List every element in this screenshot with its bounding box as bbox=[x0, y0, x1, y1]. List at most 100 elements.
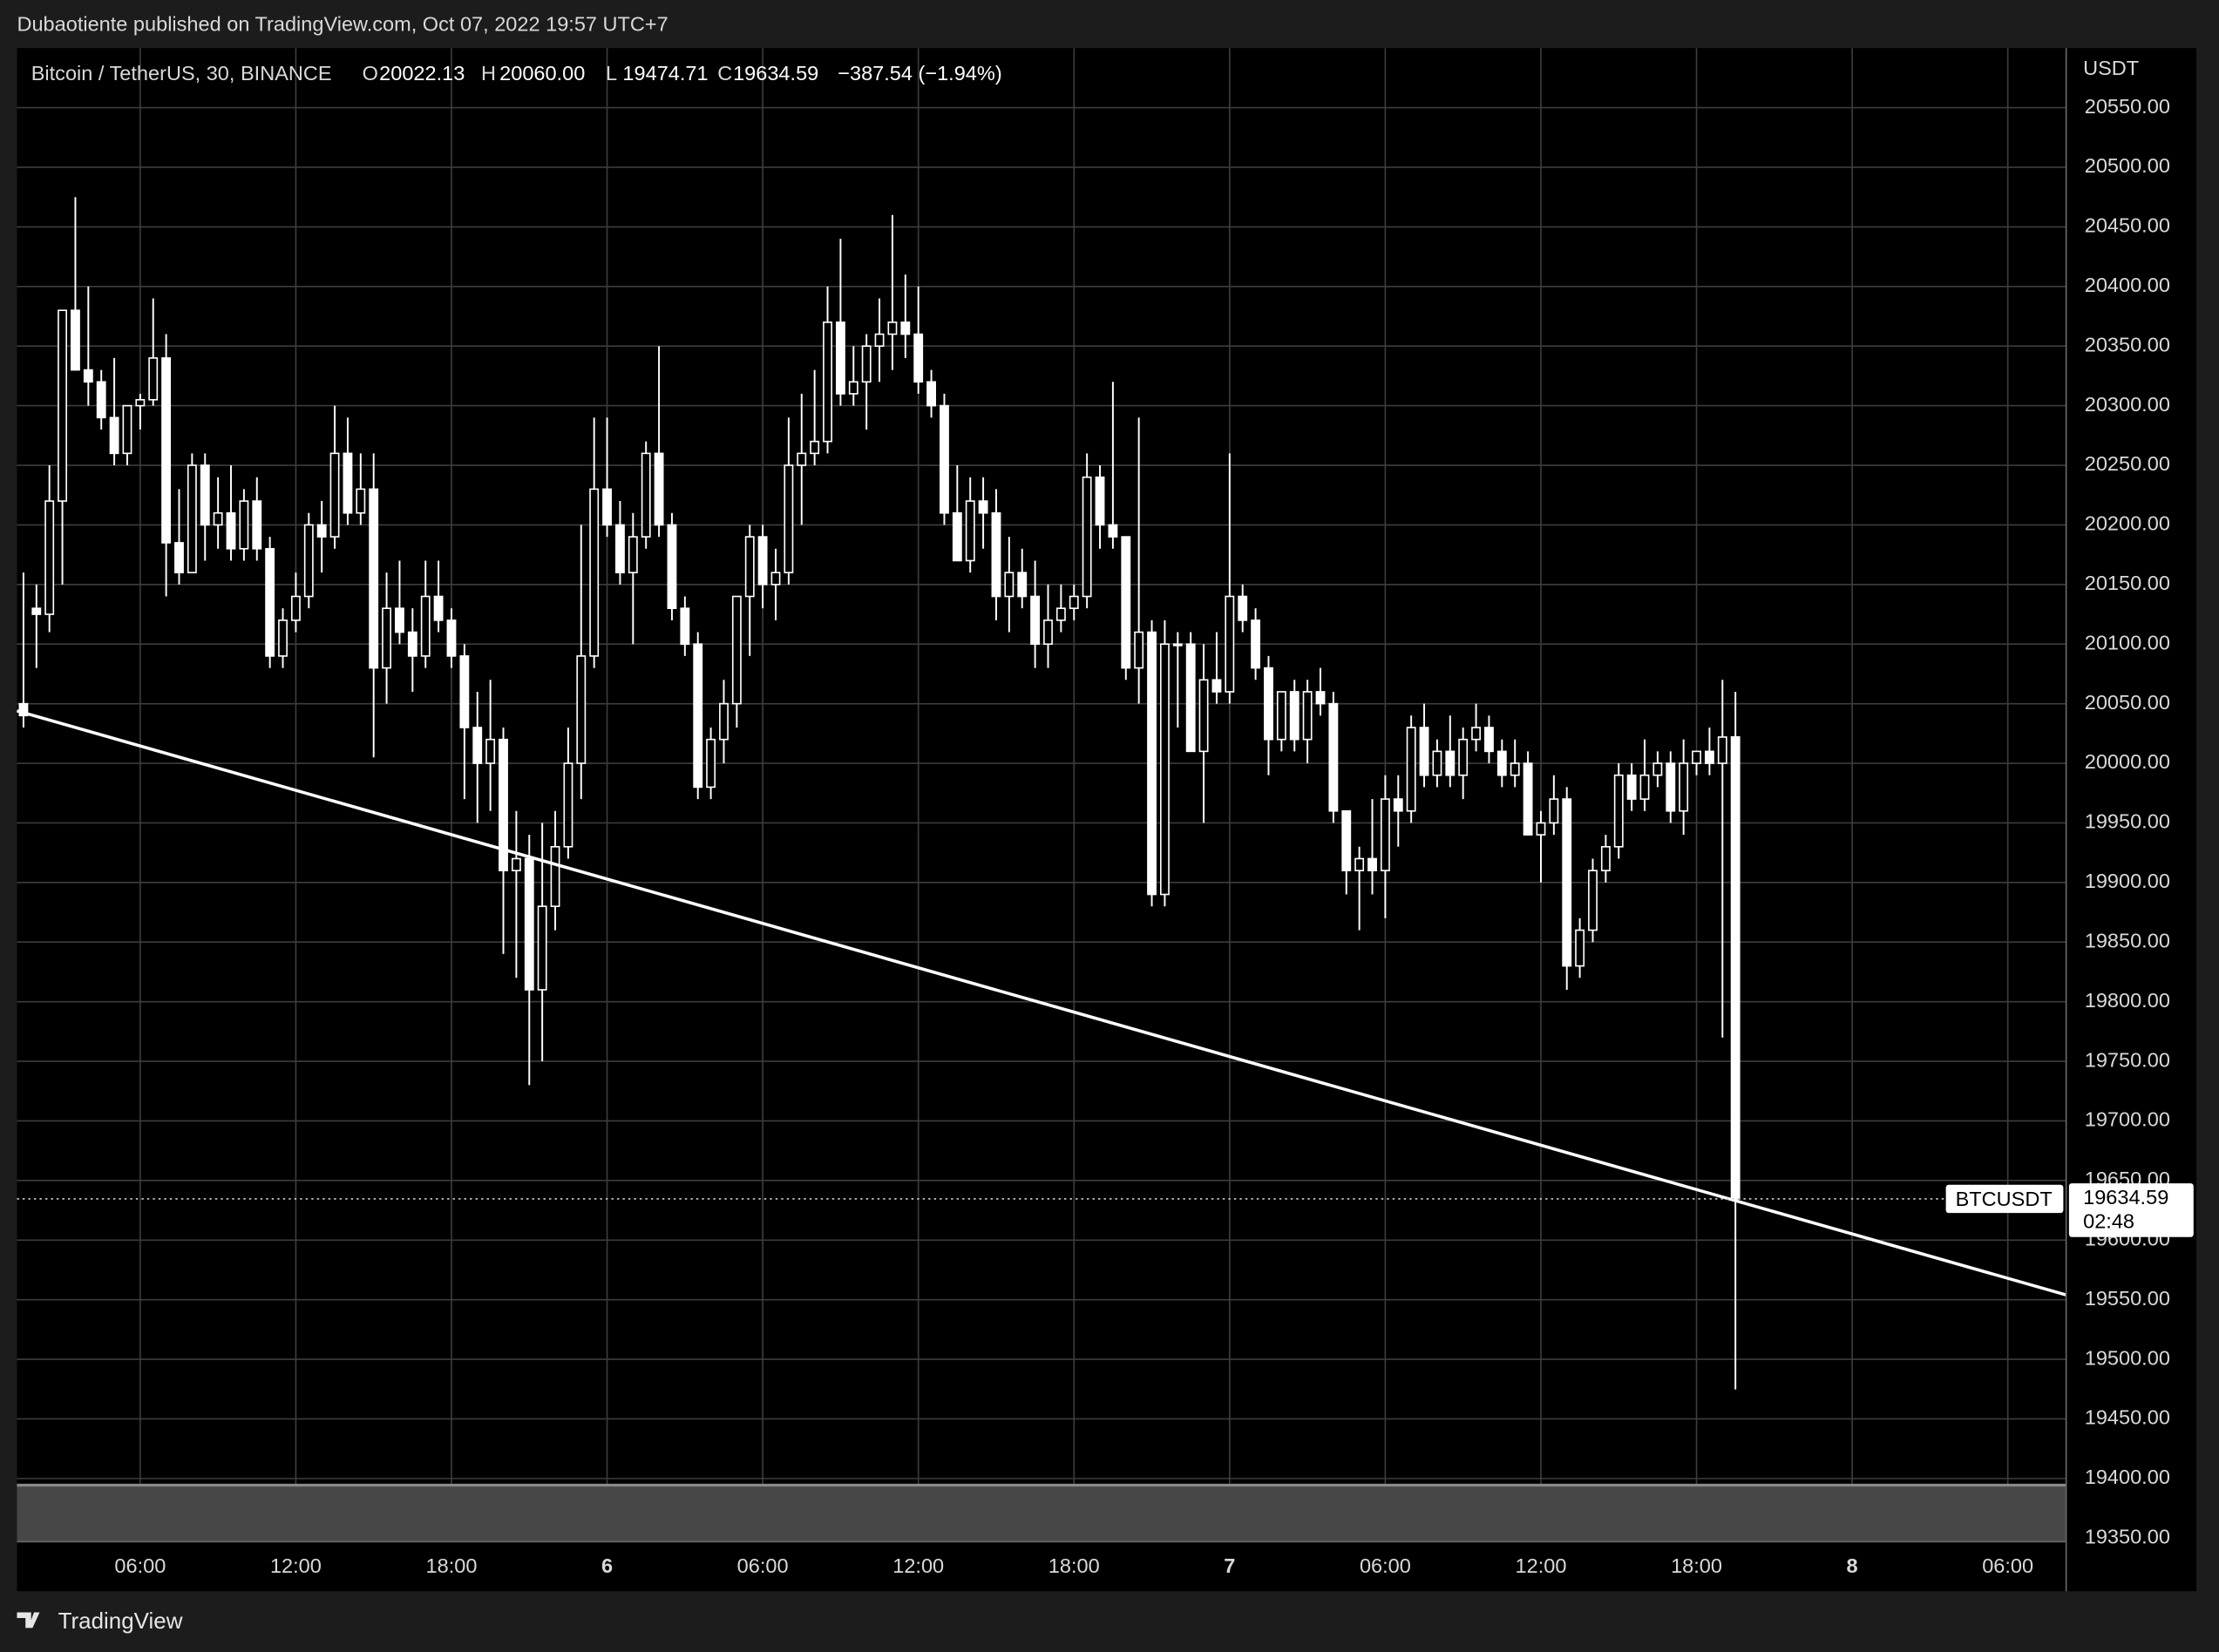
symbol-label: BTCUSDT bbox=[1956, 1188, 2053, 1210]
candle-body bbox=[1147, 631, 1157, 896]
candle-body bbox=[174, 542, 184, 573]
y-tick-label: 20550.00 bbox=[2085, 95, 2170, 118]
candle-body bbox=[770, 572, 781, 586]
candle-body bbox=[1069, 595, 1079, 609]
price-label-box bbox=[2068, 1183, 2194, 1237]
candle-body bbox=[1458, 738, 1469, 776]
candle-body bbox=[1341, 809, 1352, 871]
y-tick-label: 20400.00 bbox=[2085, 274, 2170, 296]
candle-body bbox=[303, 524, 314, 598]
candle-body bbox=[356, 488, 366, 514]
y-tick-label: 19400.00 bbox=[2085, 1466, 2170, 1488]
x-tick-label: 7 bbox=[1224, 1554, 1235, 1577]
candle-body bbox=[1095, 476, 1105, 526]
candle-body bbox=[978, 500, 988, 514]
candle-body bbox=[316, 524, 327, 538]
candle-body bbox=[576, 655, 587, 764]
candle-body bbox=[1484, 727, 1494, 753]
y-tick-label: 19550.00 bbox=[2085, 1287, 2170, 1310]
candle-body bbox=[239, 500, 249, 550]
candle-body bbox=[369, 488, 379, 669]
candle-body bbox=[1160, 643, 1170, 896]
candle-body bbox=[213, 511, 223, 526]
candle-body bbox=[1432, 750, 1442, 776]
candle-body bbox=[784, 464, 794, 573]
candle-body bbox=[952, 511, 962, 562]
candle-body bbox=[1276, 691, 1286, 741]
trend-line bbox=[16, 709, 2067, 1297]
y-tick-label: 19750.00 bbox=[2085, 1048, 2170, 1071]
candle-body bbox=[1704, 750, 1714, 764]
candle-body bbox=[58, 309, 67, 502]
candle-body bbox=[1419, 727, 1429, 776]
candle-body bbox=[96, 381, 106, 419]
candle-body bbox=[706, 738, 716, 789]
legend-value: 19634.59 bbox=[733, 62, 818, 85]
candle-body bbox=[615, 524, 625, 573]
x-tick-label: 06:00 bbox=[114, 1554, 166, 1577]
candle-body bbox=[1445, 750, 1456, 776]
candle-body bbox=[1082, 476, 1092, 598]
candle-body bbox=[122, 404, 132, 455]
candle-body bbox=[1393, 798, 1403, 812]
candle-body bbox=[1692, 750, 1701, 764]
candle-body bbox=[1367, 857, 1377, 871]
legend-key: L bbox=[606, 62, 617, 85]
x-tick-label: 12:00 bbox=[270, 1554, 322, 1577]
overlay: 19350.00 19400.00 19450.00 19500.00 19550.00… bbox=[16, 62, 2194, 1577]
candle-body bbox=[965, 500, 975, 562]
candle-body bbox=[1004, 572, 1014, 598]
candle-body bbox=[1666, 762, 1676, 812]
candle-body bbox=[1289, 691, 1300, 741]
candle-body bbox=[499, 738, 508, 871]
candle-body bbox=[1354, 857, 1365, 871]
grid bbox=[17, 48, 2066, 1542]
y-tick-label: 20250.00 bbox=[2085, 452, 2170, 475]
y-tick-label: 19850.00 bbox=[2085, 929, 2170, 951]
candle-body bbox=[1639, 774, 1650, 800]
legend-value: 19474.71 bbox=[622, 62, 708, 85]
brand-logo bbox=[17, 1612, 40, 1628]
x-tick-label: 06:00 bbox=[737, 1554, 789, 1577]
price-label: 19634.59 bbox=[2083, 1186, 2168, 1209]
x-tick-label: 12:00 bbox=[892, 1554, 944, 1577]
candle-body bbox=[329, 452, 340, 538]
candle-body bbox=[654, 452, 664, 526]
candle-body bbox=[744, 536, 755, 598]
candle-body bbox=[1510, 762, 1520, 776]
plot-area bbox=[17, 48, 2066, 1542]
candle-body bbox=[31, 607, 42, 615]
candle-body bbox=[1523, 762, 1533, 836]
chart-title: Bitcoin / TetherUS, 30, BINANCE bbox=[31, 62, 332, 85]
candle-body bbox=[1496, 750, 1507, 776]
x-tick-label: 18:00 bbox=[426, 1554, 478, 1577]
candle-body bbox=[278, 620, 288, 657]
candle-body bbox=[472, 727, 483, 764]
legend-key: O bbox=[363, 62, 378, 85]
candle-body bbox=[71, 309, 80, 371]
logo-icon bbox=[17, 1612, 40, 1628]
candle-body bbox=[693, 643, 703, 789]
candle-body bbox=[900, 322, 911, 335]
candle-body bbox=[563, 762, 573, 848]
legend-value: 20060.00 bbox=[499, 62, 585, 85]
candle-body bbox=[109, 416, 119, 455]
candle-body bbox=[1328, 702, 1339, 812]
candle-body bbox=[265, 547, 275, 657]
candle-body bbox=[1198, 679, 1209, 753]
candle-body bbox=[1562, 798, 1572, 967]
candle-body bbox=[823, 322, 832, 443]
x-tick-label: 06:00 bbox=[1982, 1554, 2033, 1577]
candle-body bbox=[874, 333, 885, 348]
time-axis bbox=[17, 1541, 2066, 1592]
candle-body bbox=[382, 607, 392, 669]
candle-body bbox=[83, 369, 93, 383]
candle-body bbox=[537, 905, 547, 991]
candle-body bbox=[511, 857, 521, 871]
candle-body bbox=[1121, 536, 1131, 669]
candle-body bbox=[1406, 727, 1416, 812]
candle-body bbox=[848, 381, 858, 395]
y-tick-label: 20200.00 bbox=[2085, 512, 2170, 535]
candle-body bbox=[797, 452, 807, 466]
